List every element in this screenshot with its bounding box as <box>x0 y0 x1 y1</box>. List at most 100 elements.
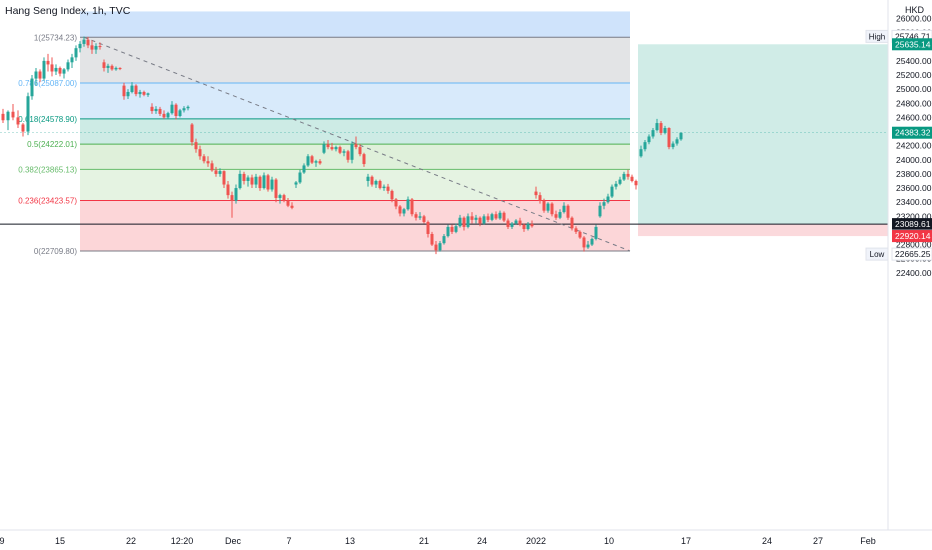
candle-body-52 <box>214 170 218 174</box>
candle-body-130 <box>526 224 530 230</box>
candle-body-155 <box>626 173 630 177</box>
candle-body-69 <box>282 195 286 201</box>
candle-body-37 <box>154 108 158 112</box>
candle-body-157 <box>634 180 638 186</box>
price-tag-text-6: 22665.25 <box>895 249 931 259</box>
x-tick-label-6: 13 <box>345 536 355 546</box>
candle-body-19 <box>82 39 86 44</box>
candle-body-49 <box>202 156 206 162</box>
candle-body-101 <box>410 199 414 215</box>
fib-label-5: 0.236(23423.57) <box>18 197 77 206</box>
candle-body-4 <box>21 124 25 132</box>
candle-body-159 <box>643 142 647 150</box>
candle-body-50 <box>206 161 210 164</box>
candle-body-137 <box>554 214 558 218</box>
y-tick-label-11: 23800.00 <box>896 169 932 179</box>
price-tag-text-3: 23089.61 <box>895 219 931 229</box>
fib-label-6: 0(22709.80) <box>34 247 77 256</box>
candle-body-132 <box>534 191 538 196</box>
fib-label-1: 0.786(25087.00) <box>18 79 77 88</box>
x-tick-label-1: 15 <box>55 536 65 546</box>
candle-body-133 <box>538 195 542 201</box>
fib-zone-1 <box>80 37 630 84</box>
candle-body-16 <box>70 57 74 63</box>
candles <box>1 36 683 255</box>
candle-body-120 <box>486 216 490 220</box>
candle-body-126 <box>510 223 514 227</box>
y-tick-label-4: 25200.00 <box>896 70 932 80</box>
candle-body-17 <box>74 48 78 58</box>
candle-body-119 <box>482 216 486 224</box>
candle-body-142 <box>574 228 578 232</box>
candle-body-8 <box>38 71 42 79</box>
candle-body-53 <box>218 171 222 174</box>
candle-body-67 <box>274 179 278 198</box>
candle-body-62 <box>254 176 258 185</box>
candle-body-84 <box>342 151 346 153</box>
y-tick-label-14: 23200.00 <box>896 211 932 221</box>
candle-body-56 <box>230 195 234 201</box>
candle-body-78 <box>318 161 322 164</box>
y-tick-label-16: 22800.00 <box>896 240 932 250</box>
candle-body-22 <box>94 46 98 50</box>
candle-body-148 <box>598 205 602 217</box>
candle-body-0 <box>1 113 5 121</box>
candle-body-1 <box>6 111 10 121</box>
candle-body-87 <box>354 144 358 148</box>
candle-body-64 <box>262 175 266 189</box>
candle-body-96 <box>390 190 394 200</box>
candle-body-91 <box>370 176 374 185</box>
candle-body-31 <box>130 85 134 92</box>
candle-body-21 <box>90 45 94 50</box>
target-zone <box>638 44 888 225</box>
price-tag-2 <box>892 126 932 139</box>
candle-body-161 <box>651 130 655 137</box>
candle-body-23 <box>98 46 102 48</box>
candle-body-28 <box>118 67 122 70</box>
candle-body-61 <box>250 177 254 185</box>
candle-body-109 <box>442 236 446 244</box>
candle-body-41 <box>170 104 174 114</box>
candle-body-46 <box>190 124 194 143</box>
candle-body-11 <box>50 64 54 72</box>
candle-body-65 <box>266 175 270 190</box>
candle-body-75 <box>306 156 310 166</box>
y-tick-label-13: 23400.00 <box>896 197 932 207</box>
candle-body-81 <box>330 147 334 150</box>
candle-body-105 <box>426 221 430 234</box>
candle-body-99 <box>402 209 406 214</box>
time-axis[interactable]: 9 15 22 12:20 Dec 7 13 21 24 2022 10 17 24 27 Feb <box>0 536 876 546</box>
candle-body-143 <box>578 231 582 238</box>
fib-zone-0 <box>80 11 630 38</box>
candle-body-32 <box>134 85 138 95</box>
candle-body-116 <box>470 216 474 220</box>
candle-body-12 <box>54 67 58 72</box>
fib-zones <box>80 11 630 251</box>
candle-body-168 <box>679 132 683 140</box>
candle-body-145 <box>586 244 590 248</box>
candle-body-158 <box>639 149 643 157</box>
candle-body-86 <box>350 144 354 160</box>
candle-body-167 <box>675 139 679 144</box>
candle-body-121 <box>490 214 494 220</box>
candle-body-71 <box>290 205 294 208</box>
candle-body-38 <box>158 108 162 114</box>
candle-body-166 <box>671 143 675 148</box>
candle-body-70 <box>286 200 290 206</box>
candle-body-85 <box>346 151 350 160</box>
candle-body-141 <box>570 217 574 229</box>
candle-body-42 <box>174 104 178 116</box>
tag-box-0 <box>865 29 889 43</box>
candle-body-36 <box>150 106 154 112</box>
y-tick-label-10: 24000.00 <box>896 155 932 165</box>
candle-body-128 <box>518 220 522 225</box>
fib-label-4: 0.382(23865.13) <box>18 165 77 174</box>
x-tick-label-2: 22 <box>126 536 136 546</box>
candle-body-60 <box>246 177 250 181</box>
candle-body-5 <box>26 96 30 132</box>
candle-body-104 <box>422 216 426 222</box>
stop-zone <box>638 224 888 237</box>
candle-body-102 <box>414 214 418 218</box>
candle-body-147 <box>594 226 598 239</box>
